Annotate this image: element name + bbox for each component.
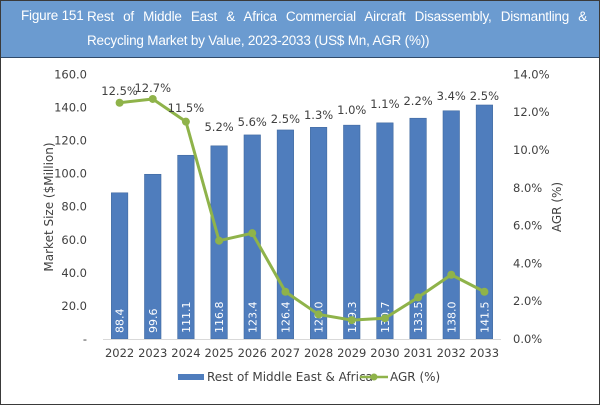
y-axis-label: Market Size ($Million) [42, 142, 56, 271]
agr-value-label: 2.2% [403, 94, 432, 108]
y-tick-label: 120.0 [54, 134, 87, 148]
agr-point [414, 293, 423, 302]
y2-tick-label: 2.0% [513, 294, 542, 308]
agr-value-label: 5.6% [238, 115, 267, 129]
y-tick-label: 60.0 [61, 233, 87, 247]
agr-value-label: 1.1% [370, 97, 399, 111]
y-tick-label: 140.0 [54, 100, 87, 114]
bar-value-label: 99.6 [147, 309, 160, 334]
x-tick-label: 2022 [105, 346, 134, 360]
legend: Rest of Middle East & Africa AGR (%) [178, 370, 440, 384]
y2-tick-label: 0.0% [513, 332, 542, 346]
bar-value-label: 138.0 [445, 302, 458, 334]
agr-value-label: 2.5% [271, 112, 300, 126]
agr-point [347, 316, 356, 325]
bar-value-label: 133.5 [412, 302, 425, 334]
agr-point [380, 314, 389, 323]
agr-point [314, 310, 323, 319]
agr-point [181, 117, 190, 126]
x-axis: 2022 2023 2024 2025 2026 2027 2028 2029 2030 2031… [105, 346, 499, 360]
x-tick-label: 2030 [370, 346, 399, 360]
y2-tick-label: 12.0% [513, 105, 550, 119]
x-tick-label: 2023 [138, 346, 167, 360]
x-tick-label: 2028 [304, 346, 333, 360]
bar-value-label: 141.5 [478, 302, 491, 334]
y2-tick-label: 10.0% [513, 143, 550, 157]
y-axis-left: - 20.0 40.0 60.0 80.0 100.0 120.0 140.0 160.0 [54, 67, 87, 346]
bar-value-label: 111.1 [180, 302, 193, 334]
bar-value-label: 88.4 [114, 309, 127, 334]
bar-series: 88.499.6111.1116.8123.4126.4128.0129.313… [111, 104, 493, 340]
y-tick-label: 40.0 [61, 266, 87, 280]
legend-swatch-marker [370, 373, 378, 381]
agr-point [115, 98, 124, 107]
x-tick-label: 2033 [470, 346, 499, 360]
agr-value-label: 1.3% [304, 108, 333, 122]
agr-point [480, 287, 489, 296]
agr-line [119, 97, 486, 322]
agr-point [148, 94, 157, 103]
legend-label-bar: Rest of Middle East & Africa [207, 370, 373, 384]
agr-point [215, 236, 224, 245]
bar-value-label: 123.4 [246, 302, 259, 334]
agr-line-series: 12.5%12.7% 11.5% 5.2% 5.6% 2.5% 1.3% 1.0% 1.1% 2… [101, 81, 499, 325]
x-tick-label: 2026 [238, 346, 267, 360]
y2-tick-label: 6.0% [513, 219, 542, 233]
x-tick-label: 2025 [204, 346, 233, 360]
figure-number: Figure 151 [21, 8, 84, 23]
y-tick-label: 160.0 [54, 67, 87, 81]
y2-tick-label: 14.0% [513, 67, 550, 81]
y-tick-label: 100.0 [54, 167, 87, 181]
legend-label-line: AGR (%) [390, 370, 440, 384]
x-tick-label: 2029 [337, 346, 366, 360]
agr-value-label: 2.5% [470, 89, 499, 103]
agr-point [447, 270, 456, 279]
agr-value-label: 12.5% [101, 84, 138, 98]
bar-value-label: 126.4 [279, 302, 292, 334]
x-tick-label: 2027 [271, 346, 300, 360]
agr-value-label: 1.0% [337, 103, 366, 117]
y2-tick-label: 8.0% [513, 181, 542, 195]
bar-value-label: 116.8 [213, 302, 226, 334]
x-tick-label: 2024 [171, 346, 200, 360]
agr-point [281, 287, 290, 296]
agr-value-label: 12.7% [134, 81, 171, 95]
figure-header: Figure 151 Rest of Middle East & Africa … [1, 1, 599, 58]
agr-point [248, 229, 257, 238]
agr-value-label: 11.5% [168, 101, 205, 115]
agr-value-label: 5.2% [204, 120, 233, 134]
y2-tick-label: 4.0% [513, 256, 542, 270]
agr-value-label: 3.4% [437, 89, 466, 103]
y-tick-label: 80.0 [61, 200, 87, 214]
y-tick-label: 20.0 [61, 299, 87, 313]
x-tick-label: 2032 [437, 346, 466, 360]
x-tick-label: 2031 [403, 346, 432, 360]
y-axis-right: 0.0% 2.0% 4.0% 6.0% 8.0% 10.0% 12.0% 14.0% [513, 67, 550, 346]
figure-title: Rest of Middle East & Africa Commercial … [87, 9, 587, 48]
y2-axis-label: AGR (%) [550, 182, 564, 232]
legend-swatch-bar [178, 374, 204, 380]
y-tick-label: - [83, 332, 87, 346]
